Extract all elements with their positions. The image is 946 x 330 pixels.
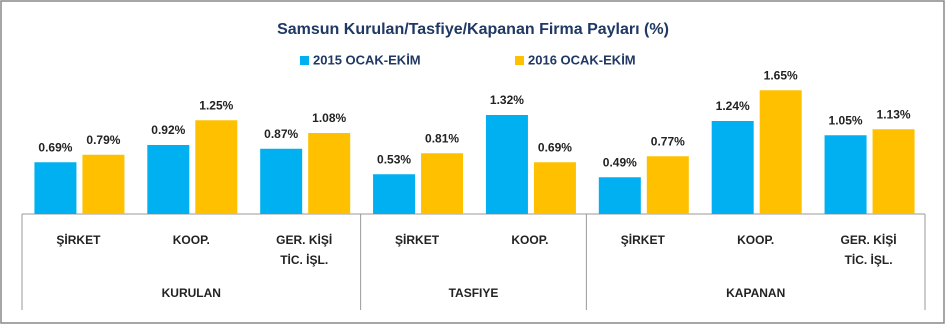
- legend-label: 2016 OCAK-EKİM: [528, 52, 636, 67]
- value-label: 0.69%: [38, 140, 72, 154]
- bar: [824, 135, 867, 214]
- bar: [308, 133, 351, 214]
- value-label: 1.05%: [829, 113, 863, 127]
- bar: [195, 120, 238, 214]
- x-tick-label: ŞİRKET: [395, 232, 440, 247]
- x-tick-label: TİC. İŞL.: [845, 252, 893, 267]
- group-label: TASFIYE: [449, 286, 499, 300]
- value-label: 0.87%: [264, 127, 298, 141]
- value-label: 0.69%: [538, 140, 572, 154]
- x-tick-label: KOOP.: [173, 233, 210, 247]
- x-tick-label: GER. KİŞİ: [276, 232, 332, 247]
- value-label: 0.77%: [651, 134, 685, 148]
- value-label: 1.65%: [764, 68, 798, 82]
- x-tick-label: ŞİRKET: [56, 232, 101, 247]
- bar: [421, 153, 464, 214]
- value-label: 1.08%: [312, 111, 346, 125]
- bar: [147, 145, 190, 214]
- x-tick-label: ŞİRKET: [621, 232, 666, 247]
- value-label: 0.53%: [377, 152, 411, 166]
- value-label: 0.81%: [425, 131, 459, 145]
- bar: [260, 148, 303, 214]
- x-tick-label: KOOP.: [511, 233, 548, 247]
- value-label: 1.13%: [877, 107, 911, 121]
- bar: [759, 90, 802, 214]
- chart-title: Samsun Kurulan/Tasfiye/Kapanan Firma Pay…: [277, 21, 669, 38]
- group-label: KAPANAN: [726, 286, 785, 300]
- bar: [598, 177, 641, 214]
- bar: [872, 129, 915, 214]
- value-label: 0.92%: [151, 123, 185, 137]
- bar: [373, 174, 416, 214]
- value-label: 0.79%: [86, 133, 120, 147]
- value-label: 1.25%: [199, 98, 233, 112]
- bar: [82, 154, 125, 214]
- bar: [34, 162, 77, 214]
- value-label: 1.24%: [716, 99, 750, 113]
- bar: [533, 162, 576, 214]
- bar: [485, 115, 528, 214]
- x-tick-label: KOOP.: [737, 233, 774, 247]
- legend-swatch: [300, 56, 309, 65]
- legend-swatch: [515, 56, 524, 65]
- group-label: KURULAN: [162, 286, 221, 300]
- x-tick-label: TİC. İŞL.: [280, 252, 328, 267]
- legend-label: 2015 OCAK-EKİM: [313, 52, 421, 67]
- bar: [646, 156, 689, 214]
- value-label: 1.32%: [490, 93, 524, 107]
- bar: [711, 121, 754, 214]
- value-label: 0.49%: [603, 155, 637, 169]
- x-tick-label: GER. KİŞİ: [841, 232, 897, 247]
